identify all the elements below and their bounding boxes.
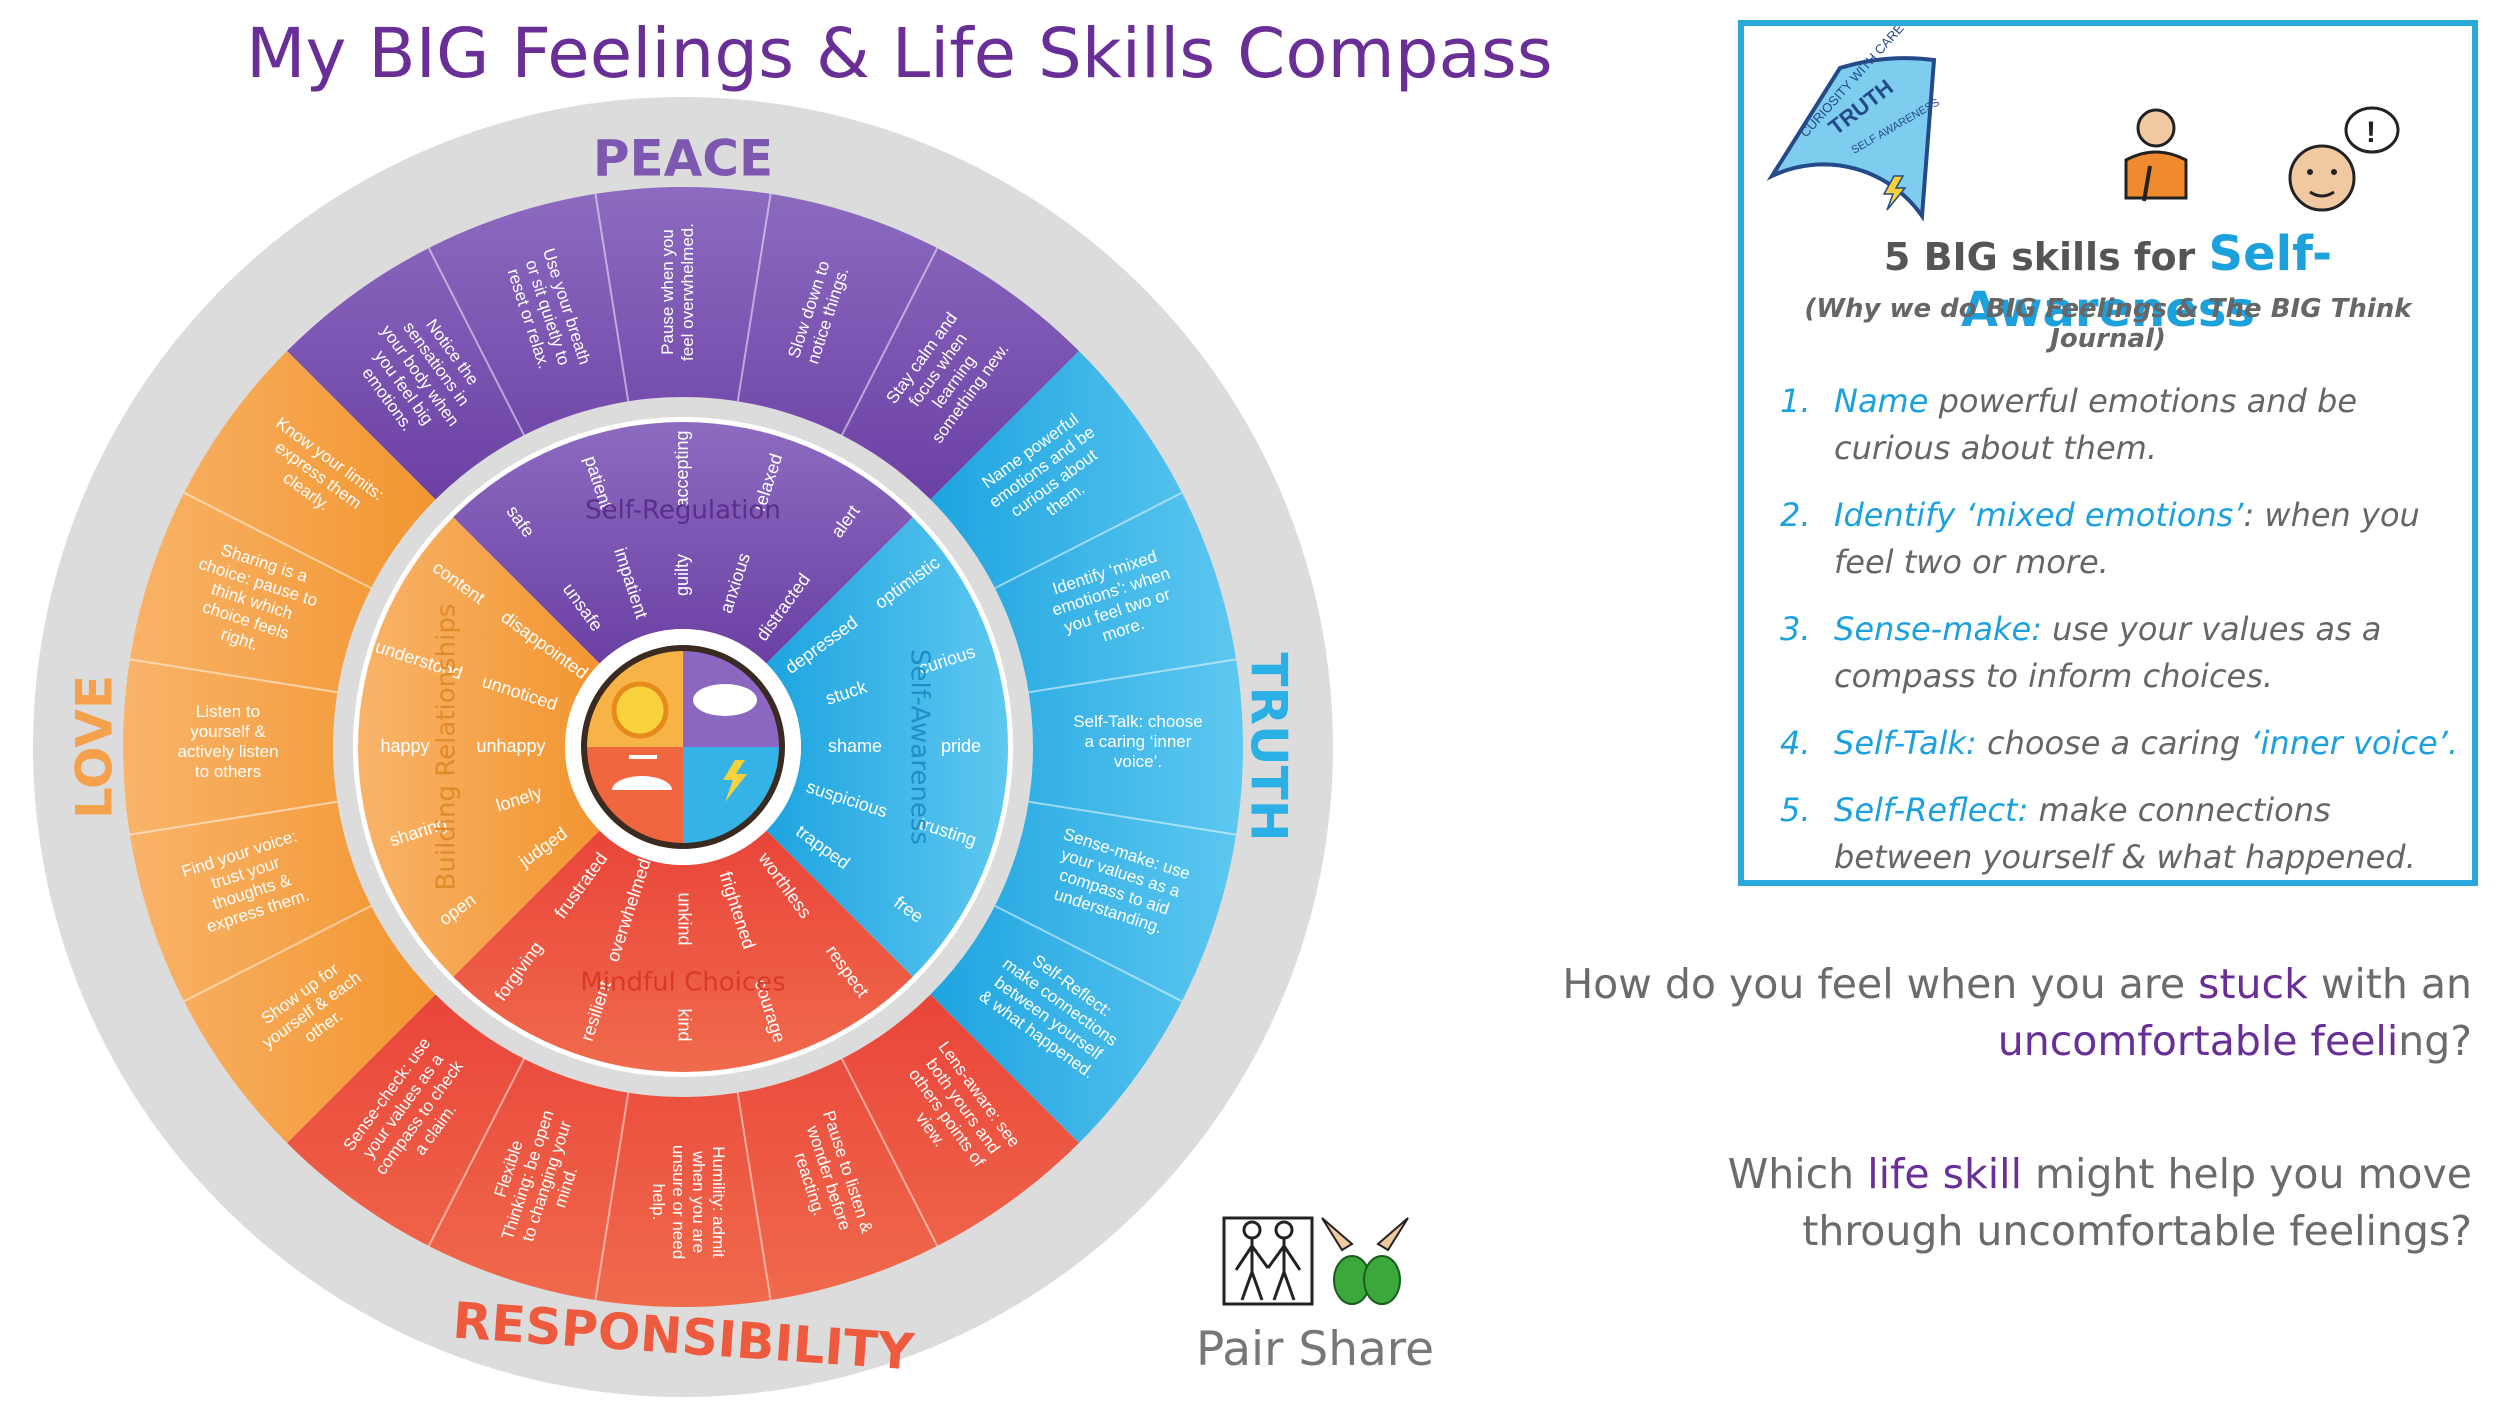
segment-divider (841, 247, 939, 436)
person-presenting-icon (2124, 108, 2188, 202)
pair-share-label: Pair Share (1196, 1322, 1434, 1377)
feeling-word: accepting (672, 430, 692, 507)
skill-number: 1. (1780, 382, 1811, 420)
skill-rest: use your values as a compass to inform c… (1834, 610, 2382, 695)
feeling-word: shame (828, 736, 882, 756)
segment-divider (736, 193, 772, 402)
segment-divider (594, 1092, 630, 1301)
love-skill-text: Listen to yourself & actively listen to oth… (177, 702, 278, 781)
card-subtitle: (Why we do BIG Feelings & The BIG Think … (1804, 294, 2412, 354)
responsibility-skills-sector (287, 994, 1079, 1308)
feeling-word: happy (380, 736, 429, 756)
segment-divider (1028, 800, 1237, 836)
hands-sharing-icon (1321, 1217, 1409, 1305)
skill-item: 5. Self-Reflect: make connections between… (1780, 787, 2460, 881)
love-skills-sector (123, 351, 436, 1143)
card-heading-prefix: 5 BIG skills for (1883, 235, 2196, 279)
skill-lead: Identify ‘mixed emotions’ (1834, 496, 2244, 534)
segment-divider (183, 905, 372, 1003)
skill-rest: make connections between yourself & what… (1834, 791, 2416, 876)
question-life-skill-line2: through uncomfortable feelings? (1802, 1207, 2472, 1255)
segment-divider (129, 800, 338, 836)
segment-divider (183, 491, 372, 589)
question-life-skill-line1: Which life skill might help you move (1727, 1150, 2472, 1198)
skill-rest: choose a caring (1976, 724, 2251, 762)
segment-divider (994, 905, 1183, 1003)
skill-number: 2. (1780, 496, 1811, 534)
responsibility-feelings-sector (453, 830, 913, 1072)
skill-lead: Self-Reflect: (1834, 791, 2029, 829)
skill-item: 2. Identify ‘mixed emotions’: when you fe… (1780, 492, 2460, 586)
segment-divider (994, 491, 1183, 589)
segment-divider (427, 247, 525, 436)
center-emblem (581, 645, 785, 849)
skills-list: 1. Name powerful emotions and be curious … (1780, 378, 2460, 901)
segment-divider (1028, 658, 1237, 694)
responsibility-skill-text: Humility: admitwhen you areunsure or nee… (649, 1145, 728, 1259)
truth-value-label: TRUTH (1240, 652, 1298, 841)
skill-item: 1. Name powerful emotions and be curious … (1780, 378, 2460, 472)
love-value-label: LOVE (66, 675, 124, 819)
segment-divider (427, 1058, 525, 1247)
feeling-word: unhappy (476, 736, 545, 756)
peace-skill-text: Pause when youfeel overwhelmed. (658, 223, 697, 361)
skill-lead: Name (1834, 382, 1929, 420)
question-stuck-line1: How do you feel when you are stuck with … (1562, 960, 2472, 1008)
segment-divider (736, 1092, 772, 1301)
skill-rest: powerful emotions and be curious about t… (1834, 382, 2358, 467)
skill-item: 4. Self-Talk: choose a caring ‘inner voic… (1780, 720, 2460, 767)
pair-share-icon (1222, 1216, 1409, 1306)
feeling-word: kind (674, 1008, 694, 1041)
truth-skills-sector (930, 351, 1243, 1143)
thinking-face-icon: ! (2288, 106, 2400, 212)
truth-banner-icon: CURIOSITY WITH CARE TRUTH SELF AWARENESS (1766, 26, 1942, 222)
peace-feelings-sector (453, 422, 913, 664)
question-stuck-line2: uncomfortable feeling? (1997, 1017, 2472, 1065)
self-regulation-label: Self-Regulation (585, 496, 781, 526)
card-heading: 5 BIG skills for Self-Awareness (1744, 226, 2472, 338)
segment-divider (129, 658, 338, 694)
skill-item: 3. Sense-make: use your values as a compa… (1780, 606, 2460, 700)
question-stuck: How do you feel when you are stuck with … (1562, 956, 2472, 1070)
feeling-word: unkind (674, 892, 694, 945)
feeling-word: pride (941, 736, 981, 756)
truth-skill-text: Self-Talk: choose a caring ‘inner voice’. (1073, 712, 1202, 771)
two-people-icon (1222, 1216, 1314, 1306)
love-feelings-sector (358, 517, 600, 977)
self-awareness-label: Self-Awareness (905, 649, 935, 845)
building-relationships-label: Building Relationships (432, 604, 462, 891)
love-skill-text: Know your limits:express themclearly. (249, 413, 388, 536)
segment-divider (594, 193, 630, 402)
skill-rest: : when you feel two or more. (1834, 496, 2420, 581)
self-awareness-card: CURIOSITY WITH CARE TRUTH SELF AWARENESS… (1738, 20, 2478, 886)
skill-tail: ‘inner voice’. (2250, 724, 2459, 762)
question-life-skill: Which life skill might help you move thr… (1728, 1146, 2472, 1260)
skill-lead: Self-Talk: (1834, 724, 1977, 762)
svg-text:!: ! (2366, 116, 2376, 149)
skill-number: 4. (1780, 724, 1811, 762)
skill-number: 3. (1780, 610, 1811, 648)
page-title: My BIG Feelings & Life Skills Compass (246, 14, 1553, 94)
peace-value-label: PEACE (593, 130, 773, 188)
mindful-choices-label: Mindful Choices (580, 968, 785, 998)
segment-divider (841, 1058, 939, 1247)
skill-lead: Sense-make: (1834, 610, 2042, 648)
feeling-word: guilty (672, 554, 692, 596)
skill-number: 5. (1780, 791, 1811, 829)
card-heading-accent: Self-Awareness (1961, 226, 2333, 338)
card-illustrations: CURIOSITY WITH CARE TRUTH SELF AWARENESS… (1766, 26, 2400, 222)
compass-wheel: Notice thesensations inyour body whenyou… (33, 97, 1333, 1397)
truth-feelings-sector (766, 517, 1008, 977)
peace-skills-sector (287, 187, 1079, 500)
